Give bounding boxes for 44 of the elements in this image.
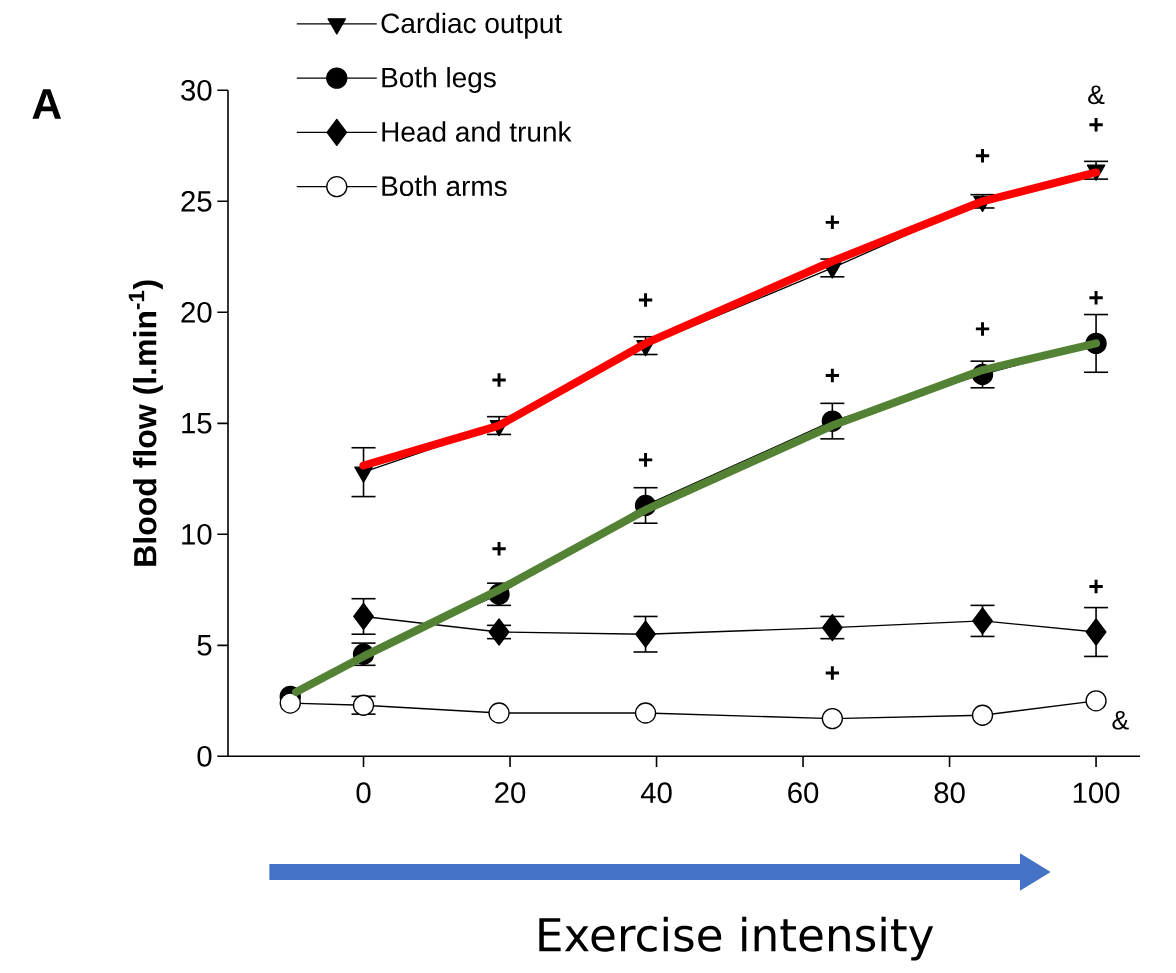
annotation: + (975, 321, 990, 336)
annotation: + (1089, 290, 1103, 305)
annotation: + (825, 215, 840, 229)
legend-label: Both arms (382, 175, 507, 196)
annotation: + (975, 148, 990, 163)
point (1085, 618, 1107, 646)
annotation: + (825, 368, 840, 383)
x-axis-title: Exercise intensity (539, 916, 934, 961)
annotation: + (638, 452, 653, 467)
point (821, 707, 844, 730)
x-tick-label: 20 (495, 782, 526, 803)
y-tick-label: 10 (182, 523, 212, 545)
y-tick-label: 25 (181, 190, 212, 212)
point (488, 702, 510, 724)
annotation: + (1089, 579, 1103, 594)
annotation: & (1112, 710, 1129, 730)
legend-label: Both legs (382, 66, 496, 93)
text: Blood flow (l.min$^{-1}$) (128, 280, 163, 566)
x-tick-label: 100 (1073, 782, 1120, 803)
point (634, 702, 657, 724)
annotation: & (1088, 85, 1105, 105)
x-tick-label: 60 (788, 782, 819, 803)
x-tick-label: 0 (356, 782, 371, 803)
x-tick-label: 80 (934, 782, 965, 803)
point (279, 692, 301, 714)
x-tick-label: 40 (640, 782, 672, 803)
annotation: + (492, 541, 506, 556)
point (1085, 690, 1107, 712)
y-tick-label: 20 (181, 301, 212, 323)
y-tick-label: 5 (197, 634, 212, 656)
y-tick-label: 30 (181, 79, 212, 101)
point (353, 602, 374, 630)
annotation: + (825, 666, 840, 680)
annotation: + (1089, 117, 1103, 132)
point (971, 704, 994, 726)
point (488, 618, 510, 646)
legend-label: Cardiac output (381, 12, 562, 39)
annotation: + (638, 293, 653, 307)
y-tick-label: 15 (182, 412, 212, 434)
point (635, 620, 656, 648)
legend-label: Head and trunk (382, 121, 572, 142)
text: A (32, 89, 62, 119)
y-tick-label: 0 (197, 745, 212, 767)
annotation: + (492, 373, 506, 387)
